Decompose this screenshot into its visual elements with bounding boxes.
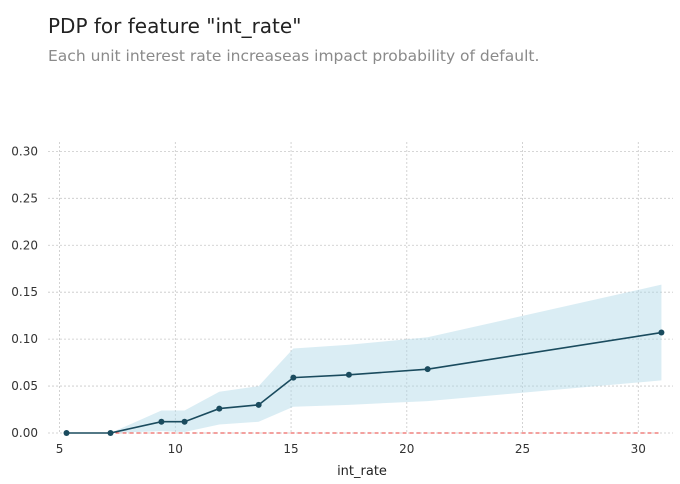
chart-title: PDP for feature "int_rate" xyxy=(48,14,302,38)
y-tick-label: 0.25 xyxy=(11,191,38,205)
x-tick-label: 20 xyxy=(399,442,414,456)
y-tick-label: 0.30 xyxy=(11,144,38,158)
y-tick-label: 0.20 xyxy=(11,238,38,252)
x-tick-label: 5 xyxy=(56,442,64,456)
x-tick-label: 10 xyxy=(168,442,183,456)
y-tick-label: 0.00 xyxy=(11,426,38,440)
grid-lines xyxy=(48,142,673,434)
x-axis-label: int_rate xyxy=(337,464,387,479)
data-point xyxy=(255,401,262,408)
x-tick-label: 15 xyxy=(283,442,298,456)
tick-labels: 5 10 15 20 25 30 0.00 0.05 0.10 0.15 0.20 0.25 0.30 xyxy=(11,144,646,456)
data-point xyxy=(290,374,297,381)
x-tick-label: 25 xyxy=(515,442,530,456)
y-tick-label: 0.15 xyxy=(11,285,38,299)
confidence-band-area xyxy=(66,284,662,433)
chart-subtitle: Each unit interest rate increaseas impac… xyxy=(48,47,540,65)
x-tick-label: 30 xyxy=(631,442,646,456)
data-point xyxy=(63,430,70,436)
series-polyline xyxy=(66,331,662,434)
confidence-band xyxy=(66,284,662,433)
data-point xyxy=(345,371,352,378)
data-point xyxy=(107,430,114,436)
data-point xyxy=(216,405,223,412)
y-tick-label: 0.10 xyxy=(11,332,38,346)
data-point xyxy=(181,418,188,425)
data-point xyxy=(424,366,431,373)
data-point xyxy=(658,329,665,336)
series-line xyxy=(63,329,665,436)
data-point xyxy=(158,418,165,425)
y-tick-label: 0.05 xyxy=(11,379,38,393)
